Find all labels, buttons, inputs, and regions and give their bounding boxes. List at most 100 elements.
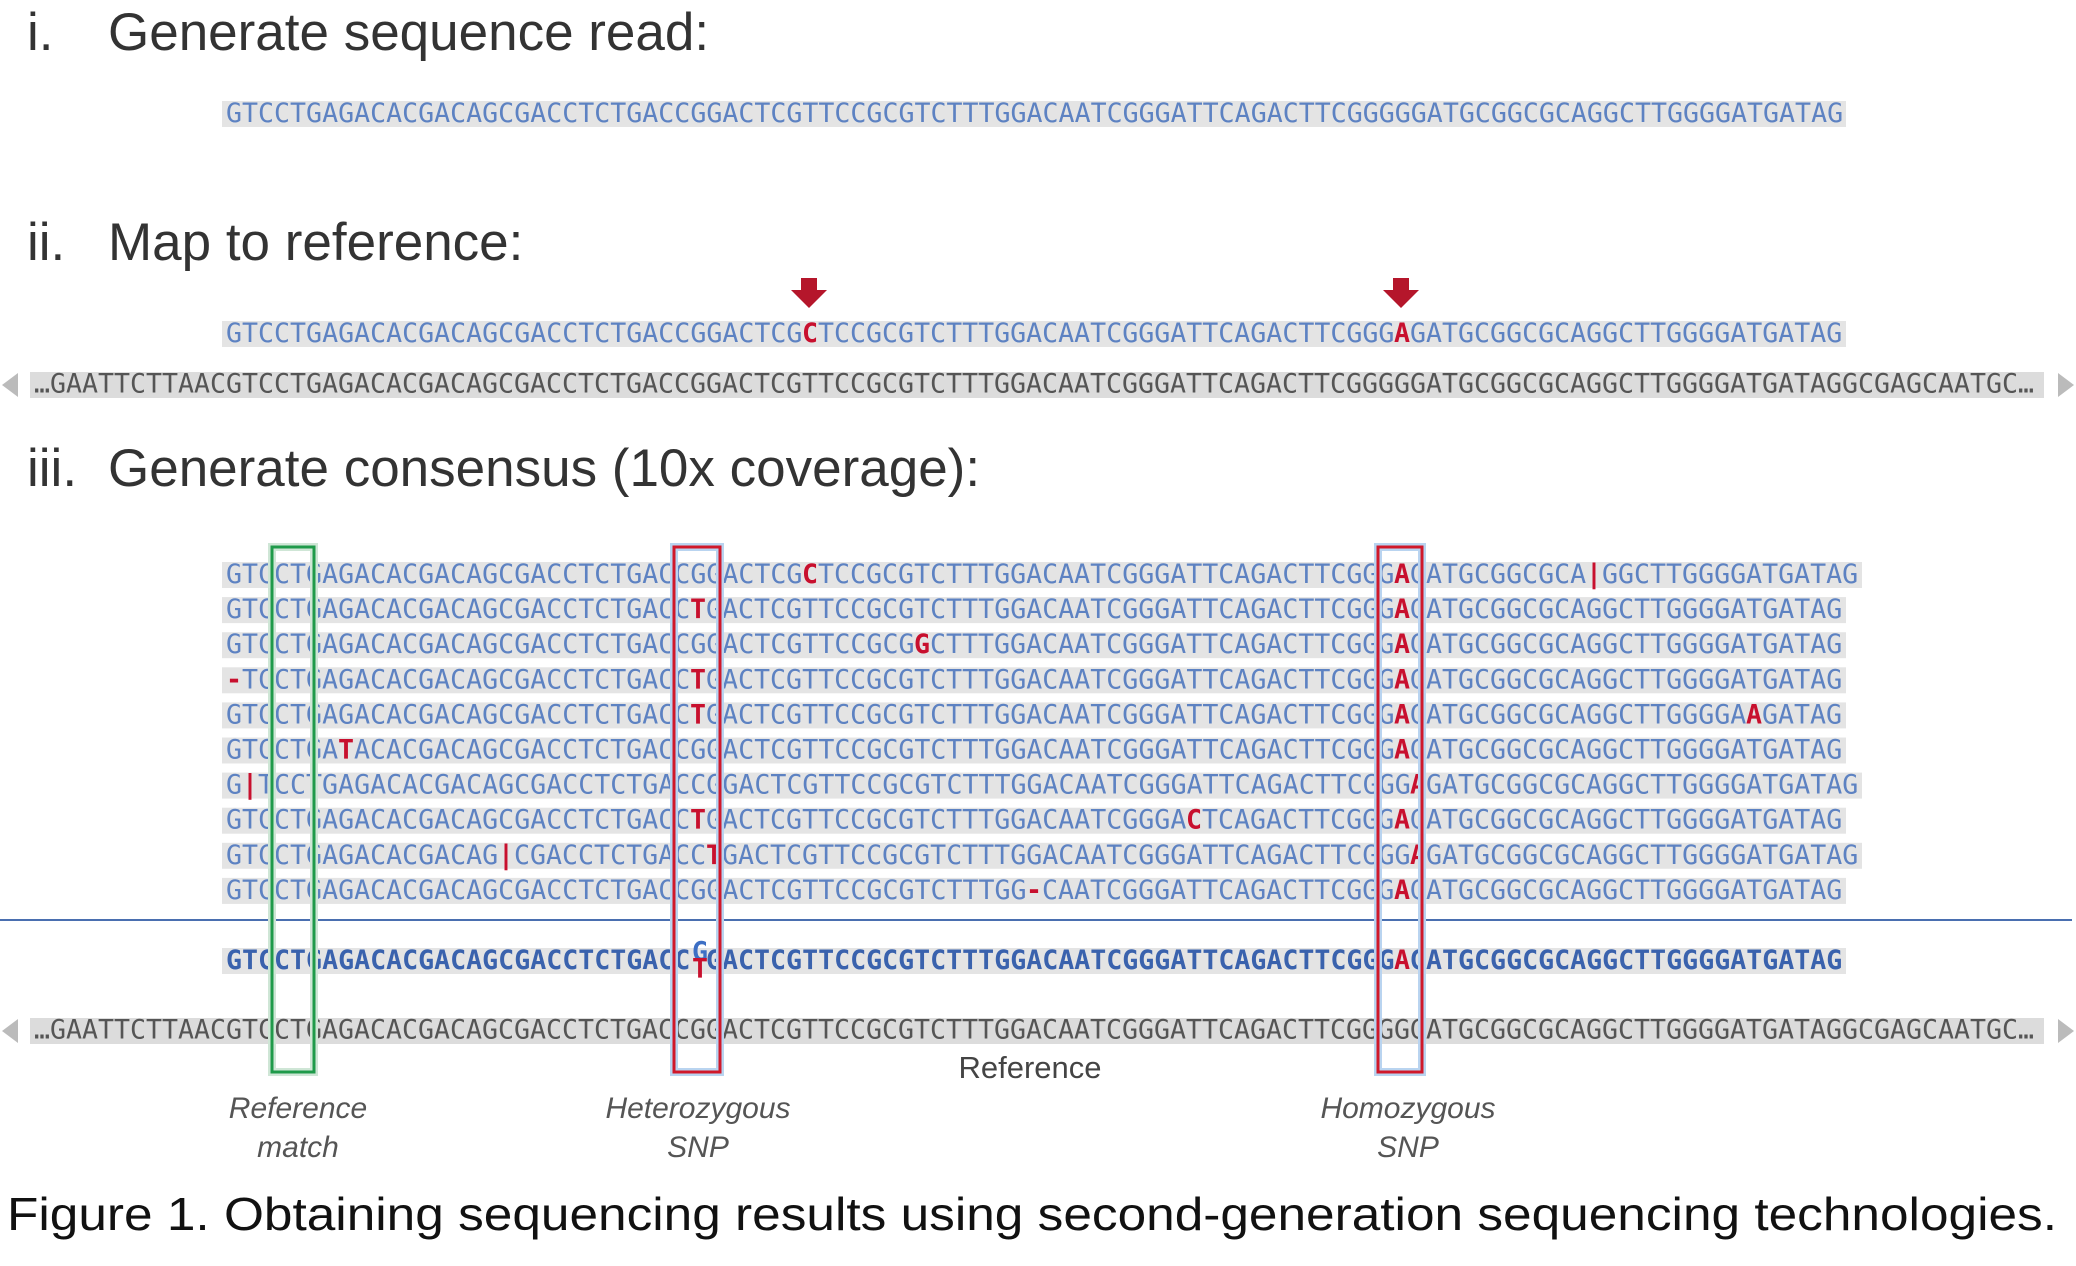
bases: GATGCGGCGCAGGCTTGGGGATGATAG	[1426, 769, 1858, 800]
bases: TCCTGAGACACGACAGCGACCTCTGACC	[242, 664, 690, 695]
bases: GTCCTGAGACACGACAGCGACCTCTGACC	[226, 594, 690, 625]
sequence-bar	[222, 737, 1846, 764]
bases: GACTCGTTCCGCGTCTTTGGACAATCGGGATTCAGACTTC…	[722, 839, 1410, 870]
sequence-bar	[222, 772, 1862, 799]
bases: GATGCGGCGCAGGCTTGGGGATGATAG	[1410, 629, 1842, 660]
sequence-bar	[222, 877, 1846, 904]
sequence-bar	[222, 948, 1846, 974]
bases: CAATCGGGATTCAGACTTCGGG	[1042, 874, 1394, 905]
reference-bar	[30, 1018, 2044, 1044]
scroll-arrow	[2, 1019, 18, 1043]
annotation: match	[257, 1131, 339, 1164]
bases: GTCCTGA	[226, 734, 338, 765]
annotation: SNP	[1377, 1131, 1439, 1164]
annotation: Heterozygous	[605, 1092, 790, 1125]
variant-base: A	[1394, 629, 1410, 660]
sequence: GTCCTGAGACACGACAGCGACCTCTGACCGGACTCGTTCC…	[226, 98, 1843, 129]
bases: GATGCGGCGCAGGCTTGGGGATGATAG	[1410, 318, 1842, 349]
reference-sequence: …GAATTCTTAACGTCCTGAGACACGACAGCGACCTCTGAC…	[34, 369, 2034, 400]
sequence: GTCCTGAGACACGACAGCGACCTCTGACCTGACTCGTTCC…	[226, 594, 1842, 625]
variant-base: T	[690, 594, 706, 625]
variant-base: C	[802, 559, 818, 590]
allele-top: G	[692, 937, 708, 968]
bases: TCCGCGTCTTTGGACAATCGGGATTCAGACTTCGGG	[818, 318, 1394, 349]
variant-base: A	[1394, 318, 1410, 349]
bases: GTCCTGAGACACGACAGCGACCTCTGACCGGACTCGTTCC…	[226, 629, 914, 660]
annotation: SNP	[667, 1131, 729, 1164]
step-title: Map to reference:	[108, 213, 523, 272]
allele-bottom: T	[692, 954, 708, 985]
bases: GATGCGGCGCA	[1410, 559, 1586, 590]
bases: GTCCTGAGACACGACAG	[226, 839, 498, 870]
bases: TCCGCGTCTTTGGACAATCGGGATTCAGACTTCGGG	[818, 559, 1394, 590]
scroll-arrow	[2058, 1019, 2074, 1043]
bases: GTCCTGAGACACGACAGCGACCTCTGACC	[226, 945, 690, 976]
sequence: GTCCTGAGACACGACAGCGACCTCTGACCGGACTCGCTCC…	[226, 318, 1842, 349]
sequence: GTCCTGAGACACGACAGCGACCTCTGACCTGACTCGTTCC…	[226, 699, 1842, 730]
step-numeral: ii.	[27, 213, 65, 272]
bases: GTCCTGAGACACGACAGCGACCTCTGACC	[226, 804, 690, 835]
sequence-bar	[222, 101, 1846, 127]
sequence-bar	[222, 702, 1846, 729]
sequence: GTCCTGAGACACGACAGCGACCTCTGACCTGACTCGTTCC…	[226, 804, 1842, 835]
variant-base: -	[226, 664, 242, 695]
bases: TCAGACTTCGGG	[1202, 804, 1394, 835]
bases: TCCTGAGACACGACAGCGACCTCTGACCGGACTCGTTCCG…	[258, 769, 1411, 800]
bases: GATAG	[1762, 699, 1842, 730]
sequence-bar	[222, 807, 1846, 834]
sequence-bar	[222, 667, 1846, 694]
sequence-bar	[222, 597, 1846, 624]
hom-box	[1376, 545, 1424, 1074]
bases: GATGCGGCGCAGGCTTGGGGATGATAG	[1426, 839, 1858, 870]
variant-base: |	[1586, 559, 1602, 590]
step-numeral: i.	[27, 3, 54, 62]
variant-base: A	[1394, 699, 1410, 730]
reference-label: Reference	[958, 1050, 1101, 1085]
het-box	[672, 545, 722, 1074]
variant-base: A	[1394, 559, 1410, 590]
bases: GTCCTGAGACACGACAGCGACCTCTGACCGGACTCG	[226, 559, 802, 590]
sequence: GTCCTGAGACACGACAGCGACCTCTGACCGGACTCGTTCC…	[226, 874, 1842, 905]
bases: ACACGACAGCGACCTCTGACCGGACTCGTTCCGCGTCTTT…	[354, 734, 1395, 765]
bases: GTCCTGAGACACGACAGCGACCTCTGACCGGACTCG	[226, 318, 802, 349]
bases: GTCCTGAGACACGACAGCGACCTCTGACCGGACTCGTTCC…	[226, 874, 1027, 905]
highlight-boxes	[268, 543, 1426, 1076]
step-title: Generate consensus (10x coverage):	[108, 439, 980, 498]
bases: GACTCGTTCCGCGTCTTTGGACAATCGGGA	[706, 804, 1186, 835]
bases: GATGCGGCGCAGGCTTGGGGATGATAG	[1410, 594, 1842, 625]
bases: GATGCGGCGCAGGCTTGGGGA	[1410, 699, 1746, 730]
caption: Figure 1. Obtaining sequencing results u…	[7, 1188, 2057, 1240]
variant-base: A	[1394, 734, 1410, 765]
bases: G	[226, 769, 242, 800]
annotation: Reference	[229, 1092, 367, 1125]
variant-base: C	[1186, 804, 1202, 835]
bases: GTCCTGAGACACGACAGCGACCTCTGACCGGACTCGTTCC…	[226, 98, 1843, 129]
variant-base: A	[1394, 594, 1410, 625]
scroll-arrow	[2058, 373, 2074, 397]
bases: GATGCGGCGCAGGCTTGGGGATGATAG	[1410, 804, 1842, 835]
variant-base: A	[1394, 945, 1410, 976]
sequence: GTCCTGAGACACGACAG|CGACCTCTGACCTGACTCGTTC…	[226, 839, 1858, 870]
sequence: GTCCTGAGACACGACAGCGACCTCTGACC GACTCGTTCCG…	[226, 945, 1842, 976]
bases: GATGCGGCGCAGGCTTGGGGATGATAG	[1410, 945, 1842, 976]
sequence: -TCCTGAGACACGACAGCGACCTCTGACCTGACTCGTTCC…	[226, 664, 1842, 695]
sequence: GTCCTGATACACGACAGCGACCTCTGACCGGACTCGTTCC…	[226, 734, 1842, 765]
variant-base: A	[1746, 699, 1762, 730]
variant-base: |	[242, 769, 258, 800]
sequence-bar	[222, 562, 1862, 588]
arrow	[1383, 278, 1419, 308]
step-numeral: iii.	[27, 439, 77, 498]
variant-base: A	[1394, 874, 1410, 905]
variant-base: C	[802, 318, 818, 349]
bases: GACTCGTTCCGCGTCTTTGGACAATCGGGATTCAGACTTC…	[706, 664, 1394, 695]
variant-base: T	[690, 804, 706, 835]
sequence-bar	[222, 842, 1862, 869]
sequence: GTCCTGAGACACGACAGCGACCTCTGACCGGACTCGCTCC…	[226, 559, 1858, 590]
variant-base: |	[498, 839, 514, 870]
bases: GATGCGGCGCAGGCTTGGGGATGATAG	[1410, 874, 1842, 905]
bases: GACTCGTTCCGCGTCTTTGGACAATCGGGATTCAGACTTC…	[706, 945, 1394, 976]
bases: GGCTTGGGGATGATAG	[1602, 559, 1858, 590]
variant-base: -	[1026, 874, 1042, 905]
annotation: Homozygous	[1320, 1092, 1495, 1125]
